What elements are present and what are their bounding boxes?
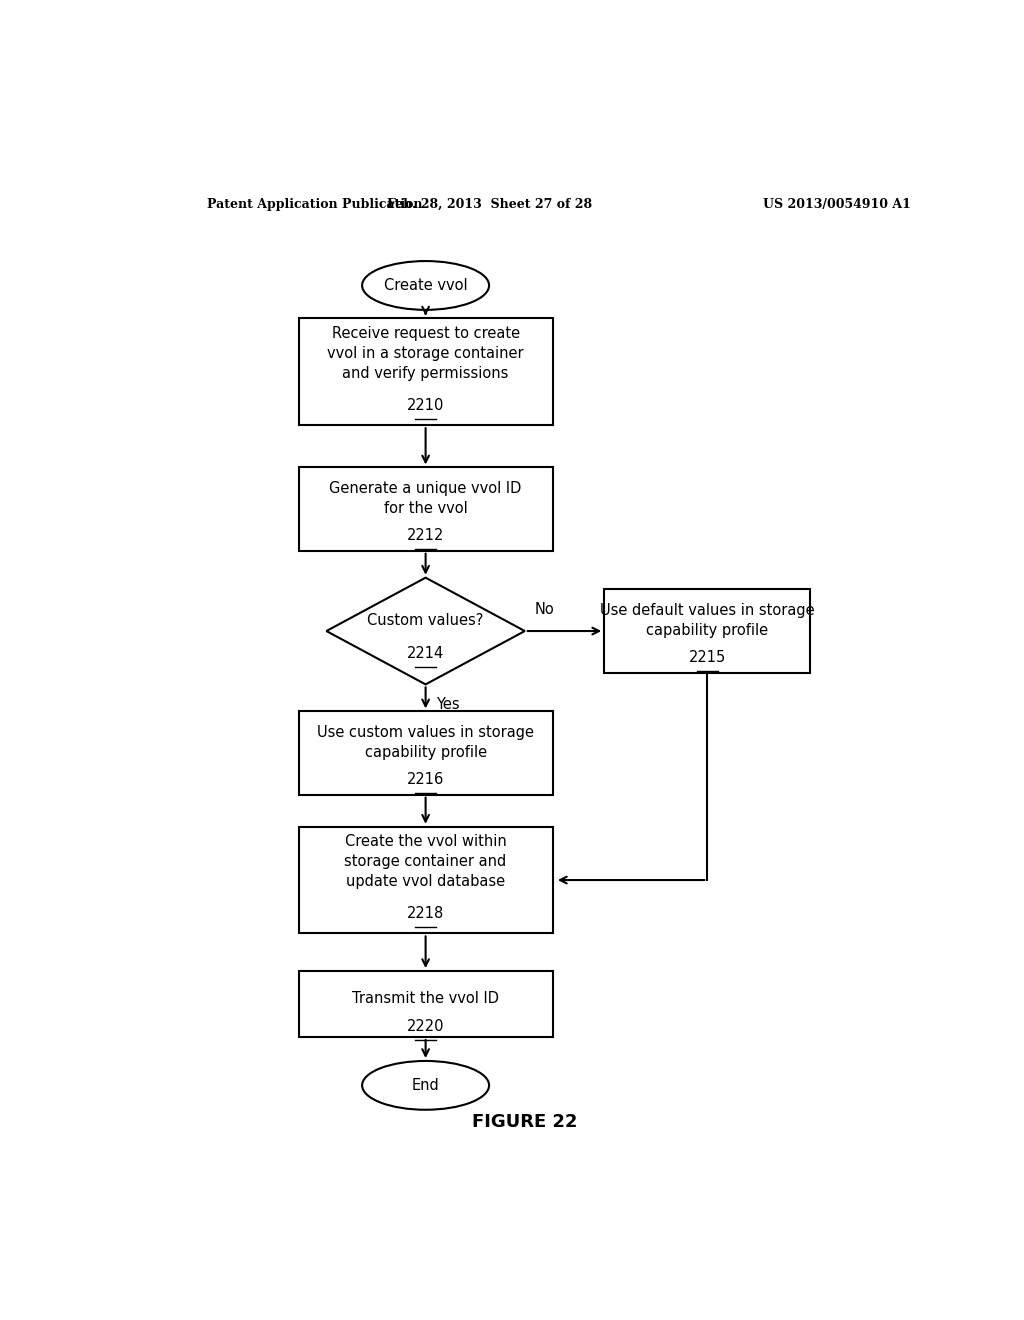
Text: Create the vvol within
storage container and
update vvol database: Create the vvol within storage container…: [344, 834, 507, 890]
Ellipse shape: [362, 1061, 489, 1110]
Text: 2220: 2220: [407, 1019, 444, 1034]
Text: Yes: Yes: [436, 697, 460, 713]
Text: Receive request to create
vvol in a storage container
and verify permissions: Receive request to create vvol in a stor…: [328, 326, 524, 381]
Bar: [604, 589, 811, 673]
Text: 2210: 2210: [407, 397, 444, 413]
Text: 2214: 2214: [407, 645, 444, 661]
Text: 2218: 2218: [407, 906, 444, 921]
Polygon shape: [327, 578, 524, 684]
Text: Transmit the vvol ID: Transmit the vvol ID: [352, 991, 499, 1006]
Bar: [299, 826, 553, 933]
Text: No: No: [535, 602, 554, 616]
Text: Create vvol: Create vvol: [384, 279, 467, 293]
Bar: [299, 972, 553, 1038]
Text: Generate a unique vvol ID
for the vvol: Generate a unique vvol ID for the vvol: [330, 482, 522, 516]
Text: US 2013/0054910 A1: US 2013/0054910 A1: [763, 198, 910, 211]
Bar: [299, 467, 553, 550]
Bar: [299, 711, 553, 795]
Text: End: End: [412, 1078, 439, 1093]
Text: Use custom values in storage
capability profile: Use custom values in storage capability …: [317, 726, 535, 760]
Text: Custom values?: Custom values?: [368, 614, 483, 628]
Text: FIGURE 22: FIGURE 22: [472, 1113, 578, 1131]
Text: Feb. 28, 2013  Sheet 27 of 28: Feb. 28, 2013 Sheet 27 of 28: [386, 198, 592, 211]
Bar: [299, 318, 553, 425]
Ellipse shape: [362, 261, 489, 310]
Text: 2215: 2215: [689, 649, 726, 665]
Text: 2212: 2212: [407, 528, 444, 543]
Text: Patent Application Publication: Patent Application Publication: [207, 198, 423, 211]
Text: Use default values in storage
capability profile: Use default values in storage capability…: [600, 603, 815, 639]
Text: 2216: 2216: [407, 772, 444, 787]
